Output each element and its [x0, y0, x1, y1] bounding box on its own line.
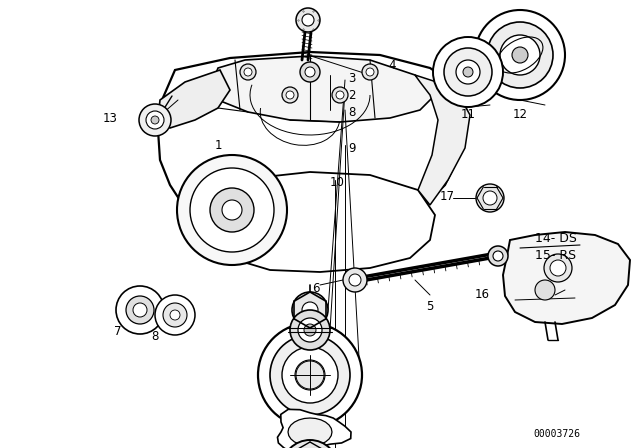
Text: 8: 8	[151, 330, 159, 343]
Circle shape	[500, 35, 540, 75]
Circle shape	[190, 168, 274, 252]
Circle shape	[483, 191, 497, 205]
Circle shape	[332, 87, 348, 103]
Circle shape	[535, 280, 555, 300]
Text: 7: 7	[115, 325, 122, 338]
Text: 2: 2	[348, 89, 355, 102]
Text: 10: 10	[330, 176, 345, 189]
Circle shape	[305, 67, 315, 77]
Text: 15- RS: 15- RS	[535, 249, 576, 262]
Circle shape	[270, 335, 350, 415]
Circle shape	[343, 268, 367, 292]
Polygon shape	[288, 418, 332, 446]
Circle shape	[133, 303, 147, 317]
Circle shape	[544, 254, 572, 282]
Circle shape	[493, 251, 503, 261]
Circle shape	[139, 104, 171, 136]
Circle shape	[298, 318, 322, 342]
Circle shape	[476, 184, 504, 212]
Text: 9: 9	[348, 142, 355, 155]
Circle shape	[366, 68, 374, 76]
Circle shape	[550, 260, 566, 276]
Text: 4: 4	[388, 59, 396, 72]
Circle shape	[163, 303, 187, 327]
Circle shape	[292, 292, 328, 328]
Ellipse shape	[437, 63, 447, 87]
Polygon shape	[158, 52, 468, 248]
Circle shape	[155, 295, 195, 335]
Circle shape	[282, 87, 298, 103]
Circle shape	[433, 37, 503, 107]
Circle shape	[487, 22, 553, 88]
Text: 16: 16	[475, 288, 490, 301]
Circle shape	[282, 440, 338, 448]
Circle shape	[295, 360, 325, 390]
Text: 17: 17	[440, 190, 455, 202]
Circle shape	[240, 64, 256, 80]
Circle shape	[302, 302, 318, 318]
Circle shape	[304, 324, 316, 336]
Circle shape	[336, 91, 344, 99]
Circle shape	[258, 323, 362, 427]
Text: 1: 1	[214, 138, 221, 151]
Text: 13: 13	[103, 112, 118, 125]
Circle shape	[177, 155, 287, 265]
Text: 8: 8	[348, 105, 355, 119]
Circle shape	[151, 116, 159, 124]
Polygon shape	[503, 232, 630, 324]
Circle shape	[290, 310, 330, 350]
Circle shape	[349, 274, 361, 286]
Circle shape	[210, 188, 254, 232]
Circle shape	[296, 8, 320, 32]
Text: 6: 6	[312, 281, 320, 294]
Text: 5: 5	[426, 300, 434, 313]
Polygon shape	[188, 172, 435, 272]
Text: 12: 12	[513, 108, 527, 121]
Circle shape	[456, 60, 480, 84]
Circle shape	[300, 62, 320, 82]
Circle shape	[146, 111, 164, 129]
Circle shape	[488, 246, 508, 266]
Polygon shape	[278, 409, 351, 448]
Circle shape	[475, 10, 565, 100]
Circle shape	[302, 14, 314, 26]
Circle shape	[116, 286, 164, 334]
Circle shape	[126, 296, 154, 324]
Circle shape	[362, 64, 378, 80]
Circle shape	[512, 47, 528, 63]
Circle shape	[286, 91, 294, 99]
Circle shape	[444, 48, 492, 96]
Text: 14- DS: 14- DS	[535, 232, 577, 245]
Text: 3: 3	[348, 72, 355, 85]
Polygon shape	[210, 56, 435, 122]
Circle shape	[463, 67, 473, 77]
Text: 11: 11	[461, 108, 476, 121]
Polygon shape	[158, 70, 230, 128]
Circle shape	[170, 310, 180, 320]
Polygon shape	[415, 75, 470, 205]
Circle shape	[282, 347, 338, 403]
Circle shape	[222, 200, 242, 220]
Text: 00003726: 00003726	[533, 429, 580, 439]
Circle shape	[244, 68, 252, 76]
